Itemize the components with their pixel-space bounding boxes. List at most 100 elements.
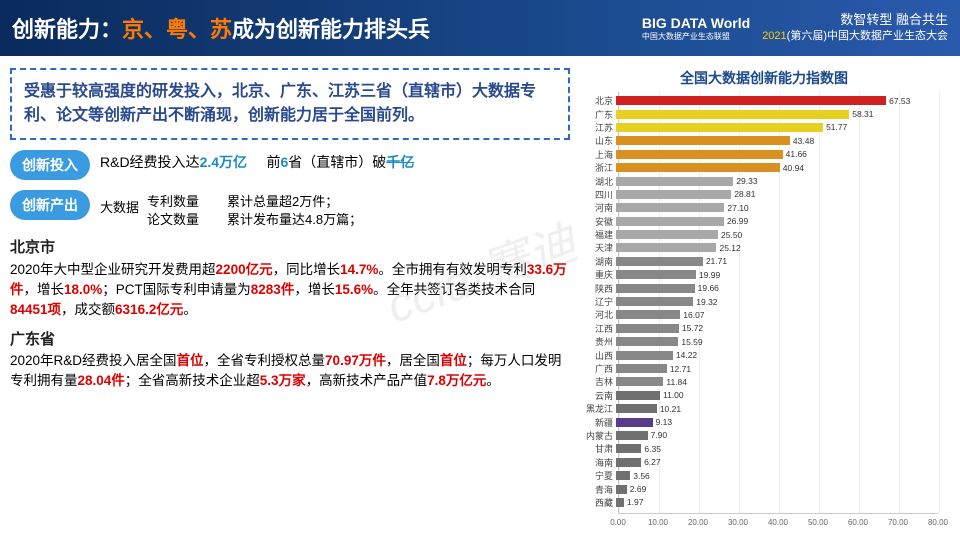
bar-label: 河南 (578, 201, 616, 214)
bar (616, 190, 731, 199)
bar-row: 青海2.69 (578, 482, 938, 495)
bar (616, 123, 823, 132)
bar-label: 湖南 (578, 255, 616, 268)
bar-label: 浙江 (578, 161, 616, 174)
conf-year: 2021 (762, 30, 786, 42)
bar-row: 山东43.48 (578, 134, 938, 147)
bar (616, 391, 660, 400)
bar-row: 内蒙古7.90 (578, 429, 938, 442)
bar (616, 337, 678, 346)
bar-row: 新疆9.13 (578, 415, 938, 428)
bar (616, 136, 790, 145)
right-column: 全国大数据创新能力指数图 北京67.53广东58.31江苏51.77山东43.4… (578, 68, 950, 532)
region-guangdong: 广东省 2020年R&D经费投入居全国首位，全省专利授权总量70.97万件，居全… (10, 329, 570, 392)
bar-value: 10.21 (660, 404, 681, 414)
summary-box: 受惠于较高强度的研发投入，北京、广东、江苏三省（直辖市）大数据专利、论文等创新产… (10, 68, 570, 140)
bar-value: 11.84 (666, 377, 687, 387)
bar (616, 471, 630, 480)
header-bar: 创新能力：京、粤、苏成为创新能力排头兵 BIG DATA World 中国大数据… (0, 0, 960, 56)
bar-label: 广东 (578, 108, 616, 121)
bar-value: 16.07 (683, 310, 704, 320)
bar-label: 安徽 (578, 215, 616, 228)
bar (616, 377, 663, 386)
bar-row: 江西15.72 (578, 322, 938, 335)
bar-value: 51.77 (826, 122, 847, 132)
bar (616, 297, 693, 306)
bar-row: 上海41.66 (578, 148, 938, 161)
bar-label: 贵州 (578, 335, 616, 348)
bar-row: 山西 14.22 (578, 348, 938, 361)
chart-xlabels: 0.0010.0020.0030.0040.0050.0060.0070.008… (618, 518, 938, 532)
bar (616, 270, 696, 279)
bar (616, 230, 718, 239)
bar (616, 351, 673, 360)
bar-row: 贵州15.59 (578, 335, 938, 348)
bar-row: 重庆19.99 (578, 268, 938, 281)
out-prefix: 大数据 (100, 193, 139, 229)
bar (616, 150, 783, 159)
output-text: 大数据 专利数量 论文数量 累计总量超2万件； 累计发布量达4.8万篇； (100, 190, 362, 229)
out-r1: 累计总量超2万件； (227, 193, 362, 211)
bar-label: 西藏 (578, 496, 616, 509)
bar-row: 陕西19.66 (578, 281, 938, 294)
bar-label: 新疆 (578, 416, 616, 429)
bar-value: 67.53 (889, 96, 910, 106)
out-l1: 专利数量 (147, 193, 199, 211)
bar (616, 458, 641, 467)
bar-row: 黑龙江 10.21 (578, 402, 938, 415)
bar-value: 25.12 (719, 243, 740, 253)
bar (616, 177, 733, 186)
bar (616, 96, 886, 105)
bar (616, 498, 624, 507)
out-l2: 论文数量 (147, 211, 199, 229)
input-row: 创新投入 R&D经费投入达2.4万亿 前6省（直辖市）破千亿 (10, 150, 570, 180)
t2d: 千亿 (386, 154, 414, 170)
bar-label: 上海 (578, 148, 616, 161)
bar-value: 29.33 (736, 176, 757, 186)
bar-label: 天津 (578, 241, 616, 254)
bar (616, 203, 724, 212)
logo: BIG DATA World 中国大数据产业生态联盟 (642, 15, 750, 42)
t1a: R&D经费投入达 (100, 154, 200, 170)
bar (616, 284, 695, 293)
bar-value: 58.31 (852, 109, 873, 119)
bar-label: 黑龙江 (578, 402, 616, 415)
bar-value: 27.10 (727, 203, 748, 213)
bar (616, 431, 648, 440)
bar-value: 14.22 (676, 350, 697, 360)
pill-output: 创新产出 (10, 190, 90, 220)
bar (616, 217, 724, 226)
bar-label: 湖北 (578, 175, 616, 188)
title-pre: 创新能力： (12, 17, 122, 42)
conf-sub-text: (第六届)中国大数据产业生态大会 (787, 30, 948, 42)
conf-sub: 2021(第六届)中国大数据产业生态大会 (762, 29, 948, 43)
bar (616, 364, 667, 373)
bar-label: 江苏 (578, 121, 616, 134)
bar (616, 404, 657, 413)
bar (616, 243, 716, 252)
bar-label: 吉林 (578, 375, 616, 388)
bar-value: 11.00 (663, 390, 684, 400)
bar-label: 江西 (578, 322, 616, 335)
bar (616, 257, 703, 266)
t2a: 前 (266, 154, 280, 170)
bar-row: 云南 11.00 (578, 389, 938, 402)
t2c: 省（直辖市）破 (288, 154, 386, 170)
bar-row: 四川28.81 (578, 188, 938, 201)
bar-row: 西藏1.97 (578, 496, 938, 509)
bar-row: 北京67.53 (578, 94, 938, 107)
bar-value: 19.66 (698, 283, 719, 293)
bar (616, 163, 780, 172)
bar-chart: 北京67.53广东58.31江苏51.77山东43.48上海41.66浙江40.… (578, 92, 948, 532)
bar-value: 2.69 (630, 484, 647, 494)
logo-sub: 中国大数据产业生态联盟 (642, 31, 750, 42)
bar-row: 江苏 51.77 (578, 121, 938, 134)
bar-label: 云南 (578, 389, 616, 402)
input-text: R&D经费投入达2.4万亿 前6省（直辖市）破千亿 (100, 150, 414, 173)
bar (616, 444, 641, 453)
bar-label: 宁夏 (578, 469, 616, 482)
bar-label: 山西 (578, 349, 616, 362)
chart-bars: 北京67.53广东58.31江苏51.77山东43.48上海41.66浙江40.… (578, 94, 938, 514)
region-text-bj: 2020年大中型企业研究开发费用超2200亿元，同比增长14.7%。全市拥有有效… (10, 260, 570, 321)
conf-main: 数智转型 融合共生 (762, 12, 948, 29)
